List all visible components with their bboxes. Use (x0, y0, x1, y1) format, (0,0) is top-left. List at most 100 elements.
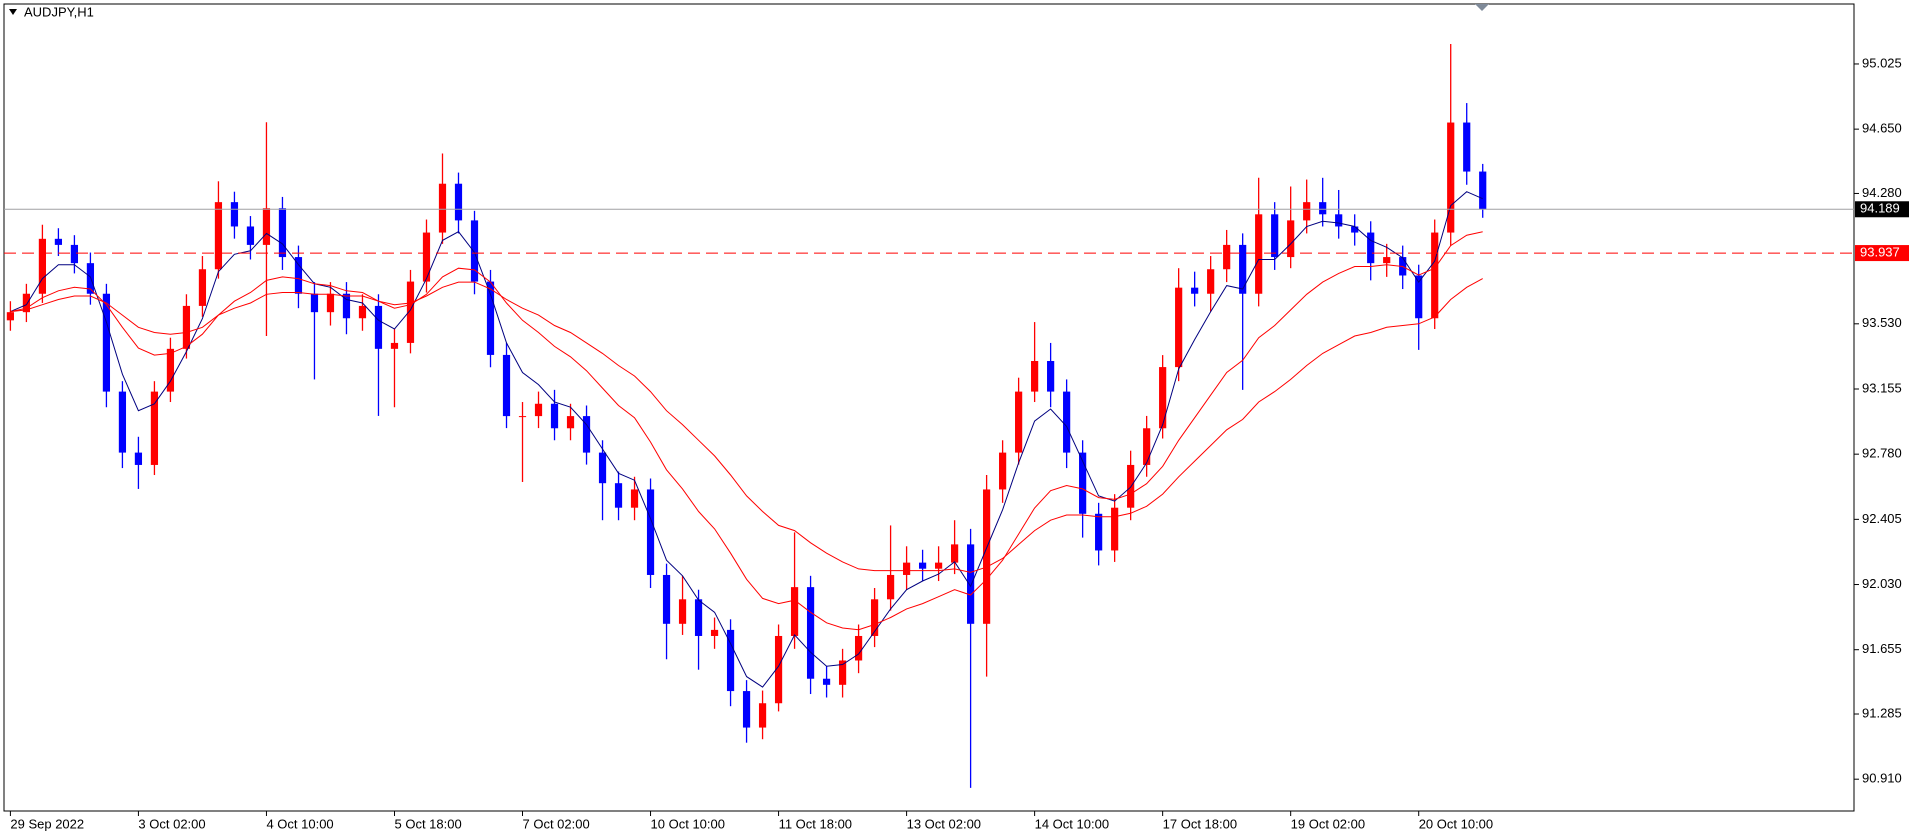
candle-body (326, 293, 335, 313)
candle-body (134, 452, 143, 465)
candle-body (758, 703, 767, 728)
x-tick-label: 17 Oct 18:00 (1163, 816, 1237, 831)
y-tick-label: 95.025 (1862, 55, 1902, 70)
candle-body (1031, 361, 1039, 392)
y-tick-label: 92.405 (1862, 511, 1902, 526)
candle-body (1463, 122, 1471, 172)
candle-body (598, 452, 607, 484)
chart-title: AUDJPY,H1 (24, 4, 94, 19)
candle-body (246, 226, 255, 245)
candle-body (1431, 232, 1439, 319)
candle-body (390, 342, 399, 349)
candle-body (870, 599, 879, 636)
candle-body (1143, 428, 1151, 465)
x-tick-label: 29 Sep 2022 (10, 816, 84, 831)
candle-body (1063, 391, 1071, 453)
candle-body (358, 305, 367, 319)
candle-body (1367, 232, 1375, 264)
moving-average-line (10, 231, 1483, 631)
moving-average-line (10, 191, 1483, 688)
candle-body (454, 183, 463, 221)
candle-body (1175, 287, 1183, 368)
candle-body (1415, 275, 1423, 319)
candle-body (214, 202, 223, 270)
y-tick-label: 92.780 (1862, 446, 1902, 461)
candle-body (1319, 202, 1327, 215)
x-tick-label: 13 Oct 02:00 (907, 816, 981, 831)
candle-body (1239, 244, 1247, 294)
price-label: 94.189 (1860, 201, 1900, 216)
candle-body (422, 232, 431, 282)
candle-body (662, 574, 671, 624)
x-tick-label: 11 Oct 18:00 (779, 816, 852, 831)
candle-body (967, 544, 975, 624)
candle-body (1159, 367, 1167, 429)
candle-body (550, 403, 559, 429)
candle-body (182, 305, 191, 349)
candle-body (310, 293, 319, 313)
candle-body (1447, 122, 1455, 233)
candle-body (1111, 507, 1119, 551)
candle-body (1287, 220, 1295, 258)
candle-body (854, 635, 863, 661)
candle-body (278, 208, 287, 258)
candle-body (54, 238, 63, 245)
x-tick-label: 5 Oct 18:00 (394, 816, 461, 831)
candle-body (726, 629, 735, 692)
candle-body (1095, 513, 1103, 551)
candle-body (502, 354, 511, 417)
symbol-menu-arrow[interactable] (9, 9, 17, 15)
candle-body (951, 544, 959, 563)
candle-body (166, 348, 175, 392)
candle-body (150, 391, 159, 465)
candle-body (614, 483, 623, 508)
candle-body (935, 562, 943, 569)
candle-body (582, 416, 591, 453)
candle-body (1207, 269, 1215, 294)
y-tick-label: 93.530 (1862, 315, 1902, 330)
candle-body (1255, 214, 1263, 294)
candle-body (1335, 214, 1343, 227)
x-tick-label: 4 Oct 10:00 (266, 816, 333, 831)
y-tick-label: 94.650 (1862, 121, 1902, 136)
candle-body (1271, 214, 1279, 258)
candle-body (902, 562, 911, 575)
candle-body (566, 416, 575, 429)
candle-body (983, 489, 991, 624)
candle-body (694, 599, 703, 636)
candle-body (822, 678, 831, 685)
candle-body (742, 691, 751, 728)
candle-body (294, 257, 303, 294)
candle-body (38, 238, 47, 294)
candle-body (838, 660, 847, 685)
candle-body (6, 312, 15, 321)
candle-body (790, 587, 799, 636)
candle-body (22, 293, 31, 313)
price-label-box (1855, 245, 1909, 262)
candle-body (806, 587, 815, 679)
candle-body (342, 293, 351, 319)
y-tick-label: 91.655 (1862, 641, 1902, 656)
candle-body (630, 489, 639, 508)
candle-body (470, 220, 479, 282)
y-tick-label: 90.910 (1862, 771, 1902, 786)
candle-body (118, 391, 127, 453)
x-tick-label: 19 Oct 02:00 (1291, 816, 1365, 831)
candle-body (438, 183, 447, 233)
moving-average-line (10, 278, 1483, 573)
candle-body (1079, 452, 1087, 514)
candle-body (262, 208, 271, 245)
candle-body (102, 293, 111, 392)
candle-body (534, 403, 543, 417)
y-tick-label: 93.155 (1862, 380, 1902, 395)
x-tick-label: 3 Oct 02:00 (138, 816, 205, 831)
plot-frame (3, 3, 1855, 812)
y-tick-label: 94.280 (1862, 185, 1902, 200)
x-tick-label: 10 Oct 10:00 (651, 816, 725, 831)
candle-body (70, 244, 79, 264)
candle-body (1223, 244, 1231, 270)
y-tick-label: 92.030 (1862, 576, 1902, 591)
shift-marker[interactable] (1475, 4, 1489, 11)
